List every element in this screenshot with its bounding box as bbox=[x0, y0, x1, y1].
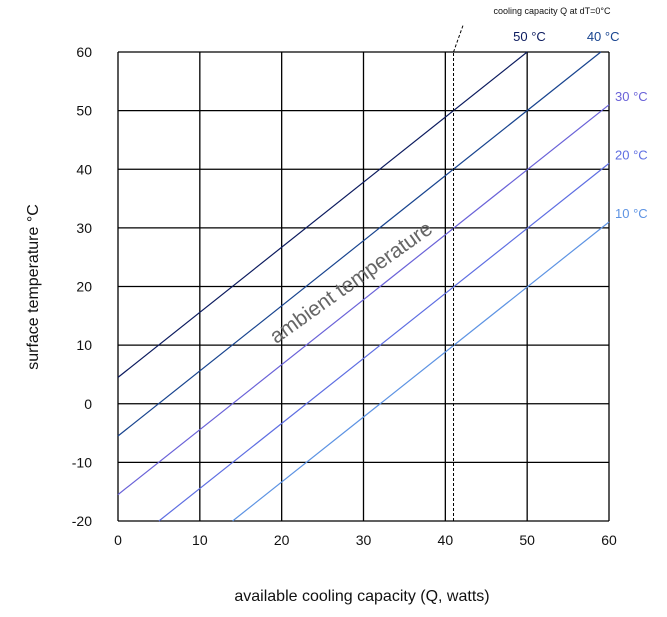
x-tick-label: 30 bbox=[356, 532, 372, 548]
series-lines bbox=[117, 51, 610, 522]
y-tick-label: 60 bbox=[76, 44, 92, 60]
y-tick-label: 20 bbox=[76, 279, 92, 295]
series-line-2 bbox=[117, 51, 602, 437]
series-line-4 bbox=[158, 162, 610, 522]
y-axis-label: surface temperature °C bbox=[25, 204, 42, 370]
reference-leader bbox=[453, 23, 464, 53]
x-tick-label: 50 bbox=[519, 532, 535, 548]
series-label-3: 30 °C bbox=[615, 89, 648, 104]
x-tick-label: 20 bbox=[274, 532, 290, 548]
y-tick-label: 50 bbox=[76, 103, 92, 119]
series-line-3 bbox=[117, 104, 610, 496]
series-line-5 bbox=[232, 221, 610, 522]
tick-labels: 0 10 20 30 40 50 60 -20 -10 0 10 20 30 40 50 60 bbox=[72, 44, 617, 548]
y-tick-label: 30 bbox=[76, 220, 92, 236]
series-label-2: 40 °C bbox=[587, 29, 620, 44]
y-tick-label: 0 bbox=[84, 396, 92, 412]
series-labels: 50 °C 40 °C 30 °C 20 °C 10 °C bbox=[513, 29, 648, 221]
x-axis-label: available cooling capacity (Q, watts) bbox=[234, 588, 489, 605]
y-tick-label: -10 bbox=[72, 454, 92, 470]
y-tick-label: 10 bbox=[76, 337, 92, 353]
series-label-1: 50 °C bbox=[513, 29, 546, 44]
x-tick-label: 10 bbox=[192, 532, 208, 548]
y-tick-label: 40 bbox=[76, 161, 92, 177]
series-label-5: 10 °C bbox=[615, 206, 648, 221]
reference-line-label: cooling capacity Q at dT=0°C bbox=[494, 6, 611, 16]
y-tick-label: -20 bbox=[72, 513, 92, 529]
x-tick-label: 60 bbox=[601, 532, 617, 548]
series-label-4: 20 °C bbox=[615, 147, 648, 162]
ambient-temperature-annotation: ambient temperature bbox=[266, 217, 437, 348]
reference-line-group bbox=[453, 23, 464, 521]
x-tick-label: 40 bbox=[438, 532, 454, 548]
x-tick-label: 0 bbox=[114, 532, 122, 548]
series-line-1 bbox=[117, 51, 528, 378]
